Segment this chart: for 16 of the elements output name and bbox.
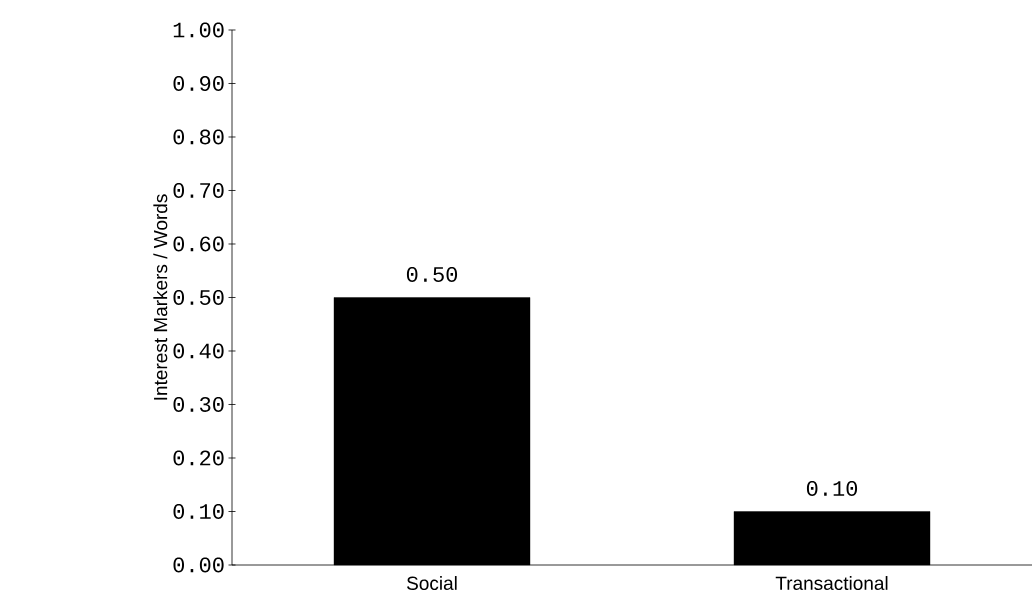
y-axis-title: Interest Markers / Words: [153, 194, 168, 400]
y-tick-label: 0.50: [173, 290, 224, 305]
y-tick-label: 0.30: [173, 397, 224, 412]
y-tick-label: 0.90: [173, 76, 224, 91]
y-tick-label: 0.70: [173, 183, 224, 198]
x-tick-label: Social: [406, 576, 457, 590]
y-tick-label: 0.60: [173, 236, 224, 252]
x-tick-label: Transactional: [775, 576, 888, 590]
y-tick-label: 0.00: [173, 557, 224, 573]
y-tick-label: 0.10: [173, 504, 224, 519]
y-tick-label: 0.80: [173, 129, 224, 145]
data-label: 0.50: [406, 267, 458, 282]
y-tick-label: 0.40: [173, 343, 224, 359]
data-label: 0.10: [806, 481, 858, 496]
y-tick-label: 0.20: [173, 450, 224, 466]
y-tick-label: 1.00: [173, 22, 224, 38]
